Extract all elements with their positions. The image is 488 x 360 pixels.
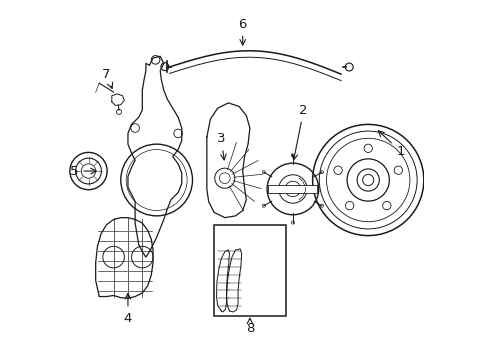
- Circle shape: [278, 175, 306, 203]
- Text: 5: 5: [70, 165, 96, 177]
- Text: 7: 7: [102, 68, 112, 89]
- Text: 3: 3: [217, 132, 226, 160]
- Text: 1: 1: [378, 131, 404, 158]
- Text: 2: 2: [291, 104, 307, 160]
- Bar: [268, 185, 317, 193]
- Text: 4: 4: [123, 293, 132, 325]
- Text: 8: 8: [245, 318, 254, 335]
- Text: 6: 6: [238, 18, 246, 45]
- Bar: [214, 225, 285, 316]
